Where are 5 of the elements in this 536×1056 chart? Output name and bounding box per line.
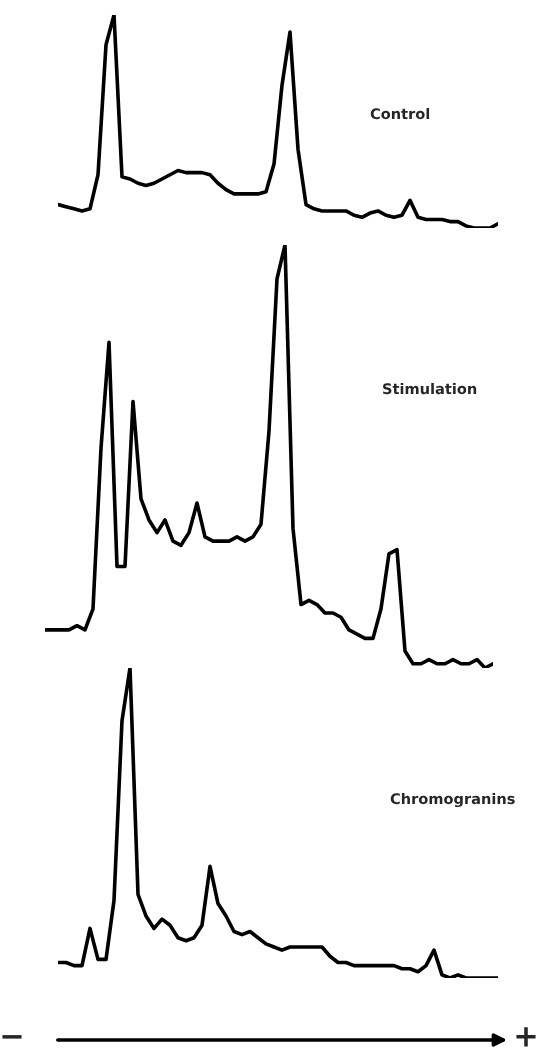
text: +: [516, 1027, 536, 1047]
text: Control: [370, 107, 430, 120]
text: Chromogranins: [390, 792, 515, 808]
text: −: [2, 1035, 22, 1039]
text: Stimulation: [383, 382, 477, 395]
